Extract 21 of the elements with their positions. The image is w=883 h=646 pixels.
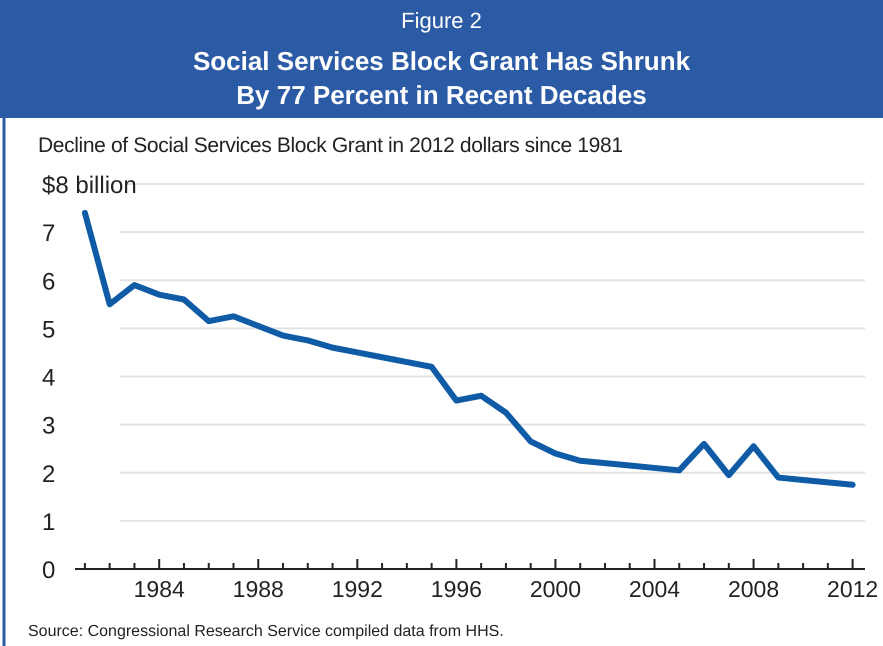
x-tick-label: 1996 — [430, 576, 482, 602]
y-tick-label: 4 — [42, 364, 56, 392]
y-tick-label: 7 — [42, 220, 56, 248]
x-tick-label: 1984 — [134, 576, 185, 602]
x-tick-label: 2008 — [728, 576, 780, 602]
y-tick-label: 2 — [42, 460, 56, 488]
source-note: Source: Congressional Research Service compiled data from HHS. — [28, 623, 504, 640]
x-tick-label: 2000 — [530, 576, 582, 602]
y-tick-label: 6 — [42, 268, 56, 296]
x-tick-label: 1992 — [332, 576, 383, 602]
caption: Figure 2 — [401, 8, 482, 33]
chart-title: Social Services Block Grant Has Shrunk By 77 Percent in Recent Decades — [192, 46, 691, 110]
y-tick-label: 3 — [42, 412, 56, 440]
y-tick-label: $8 billion — [42, 172, 137, 199]
chart-subtitle: Decline of Social Services Block Grant in 2012 dollars since 1981 — [38, 134, 623, 157]
y-tick-label: 5 — [42, 316, 56, 344]
x-tick-label: 1988 — [232, 576, 284, 602]
x-tick-label: 2012 — [827, 576, 878, 602]
y-tick-label: 1 — [42, 508, 56, 536]
y-tick-label: 0 — [42, 557, 56, 584]
x-tick-label: 2004 — [628, 576, 680, 602]
